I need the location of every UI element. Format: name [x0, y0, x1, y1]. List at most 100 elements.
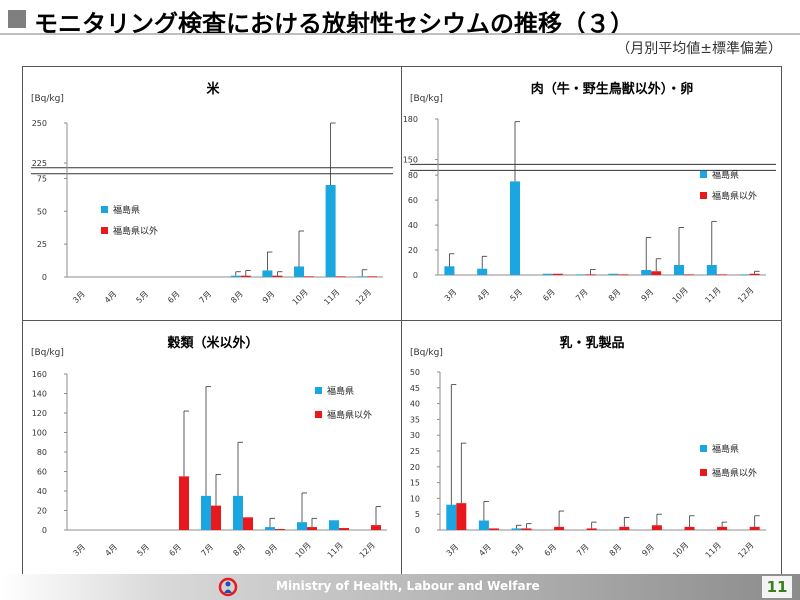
- grid-divider-vertical: [401, 67, 402, 575]
- y-axis-unit-label: [Bq/kg]: [31, 348, 64, 358]
- x-tick-label: 4月: [103, 289, 119, 305]
- bar: [478, 520, 489, 530]
- y-tick-label: 20: [37, 507, 47, 516]
- bar: [510, 181, 520, 275]
- legend-swatch: [315, 411, 322, 418]
- bar: [179, 476, 189, 530]
- legend-label: 福島県以外: [327, 409, 372, 421]
- x-tick-label: 6月: [166, 289, 182, 305]
- page-number: 11: [762, 576, 792, 598]
- bar: [325, 185, 336, 277]
- x-tick-label: 4月: [477, 542, 493, 558]
- y-tick-label: 50: [37, 207, 47, 216]
- legend-label: 福島県: [712, 169, 739, 181]
- x-tick-label: 5月: [134, 289, 150, 305]
- chart-title: 米: [206, 81, 220, 97]
- legend-swatch: [700, 445, 707, 452]
- x-tick-label: 10月: [294, 541, 313, 560]
- legend-label: 福島県: [712, 443, 739, 455]
- legend-swatch: [101, 206, 108, 213]
- bar: [717, 526, 728, 530]
- chart-rice: 米 [Bq/kg] 0 25 50 75 225 250 3月 4月 5月 6月 7月 8月 9月 10月 11…: [31, 81, 393, 307]
- ministry-logo-icon: [218, 577, 238, 597]
- x-tick-label: 11月: [704, 541, 723, 560]
- bar: [477, 268, 488, 275]
- x-tick-label: 5月: [135, 542, 151, 558]
- x-tick-label: 6月: [543, 542, 559, 558]
- bar: [307, 527, 317, 530]
- y-tick-label: 100: [32, 429, 47, 438]
- legend-label: 福島県: [327, 385, 354, 397]
- slide-subtitle: （月別平均値±標準偏差）: [616, 41, 782, 57]
- x-tick-label: 6月: [541, 287, 557, 303]
- x-tick-label: 12月: [358, 541, 377, 560]
- x-tick-label: 3月: [443, 287, 459, 303]
- ministry-name: Ministry of Health, Labour and Welfare: [276, 579, 540, 593]
- legend-label: 福島県以外: [712, 190, 757, 202]
- y-tick-label: 225: [32, 159, 47, 168]
- x-tick-label: 12月: [354, 288, 373, 307]
- y-tick-label: 40: [408, 221, 418, 230]
- bar: [749, 273, 760, 275]
- y-tick-label: 0: [415, 526, 420, 535]
- y-tick-label: 0: [42, 526, 47, 535]
- x-tick-label: 5月: [510, 542, 526, 558]
- y-tick-label: 40: [410, 400, 420, 409]
- bar: [521, 528, 532, 530]
- bar: [265, 527, 275, 530]
- bar: [641, 270, 652, 275]
- bar: [542, 273, 553, 275]
- bar: [262, 270, 273, 277]
- bar: [371, 525, 381, 530]
- bar: [272, 275, 283, 277]
- x-tick-label: 7月: [574, 287, 590, 303]
- x-tick-label: 10月: [671, 286, 690, 305]
- bar: [552, 273, 563, 275]
- bar: [684, 526, 695, 530]
- chart-grid: 米 [Bq/kg] 0 25 50 75 225 250 3月 4月 5月 6月 7月 8月 9月 10月 11…: [22, 66, 782, 576]
- y-tick-label: 250: [32, 119, 47, 128]
- y-tick-label: 120: [32, 409, 47, 418]
- title-bullet-square: [8, 10, 26, 28]
- bar: [585, 274, 596, 276]
- x-tick-label: 11月: [703, 286, 722, 305]
- x-tick-label: 9月: [640, 287, 656, 303]
- chart-title: 乳・乳製品: [559, 335, 624, 351]
- chart-grains: 穀類（米以外） [Bq/kg] 0 20 40 60 80 100 120 140 160 3月 4月 5…: [31, 335, 387, 560]
- legend-swatch: [700, 469, 707, 476]
- bar: [297, 522, 307, 530]
- bar: [367, 276, 378, 278]
- chart-meat-egg: 肉（牛・野生鳥獣以外）・卵 [Bq/kg] 0 20 40 60 80 150 180 3月 4月 5…: [403, 81, 776, 305]
- bar: [488, 528, 499, 530]
- bar: [554, 526, 565, 530]
- bar: [716, 274, 727, 276]
- x-tick-label: 10月: [291, 288, 310, 307]
- x-tick-label: 3月: [71, 289, 87, 305]
- x-tick-label: 4月: [476, 287, 492, 303]
- x-tick-label: 4月: [103, 542, 119, 558]
- y-tick-label: 0: [42, 273, 47, 282]
- y-tick-label: 0: [413, 271, 418, 280]
- bar: [706, 265, 717, 275]
- bar: [608, 273, 619, 275]
- x-tick-label: 8月: [607, 287, 623, 303]
- chart-title: 肉（牛・野生鳥獣以外）・卵: [531, 81, 694, 97]
- legend-swatch: [315, 387, 322, 394]
- bar: [233, 495, 243, 530]
- y-tick-label: 75: [37, 174, 47, 183]
- bar: [294, 266, 304, 277]
- chart-panel-dairy: 乳・乳製品 [Bq/kg] 0 5 10 15 20 25 30 35 40 45 50 3月 4月 5月 6月…: [402, 321, 780, 574]
- x-tick-label: 8月: [608, 542, 624, 558]
- legend-label: 福島県以外: [712, 467, 757, 479]
- bar: [511, 528, 522, 530]
- x-tick-label: 12月: [736, 286, 755, 305]
- y-tick-label: 140: [32, 390, 47, 399]
- y-tick-label: 30: [410, 431, 420, 440]
- bar: [444, 266, 455, 275]
- y-tick-label: 80: [408, 171, 418, 180]
- bar: [329, 520, 339, 530]
- chart-title: 穀類（米以外）: [166, 335, 258, 351]
- x-tick-label: 7月: [199, 542, 215, 558]
- chart-panel-rice: 米 [Bq/kg] 0 25 50 75 225 250 3月 4月 5月 6月 7月 8月 9月 10月 11…: [23, 67, 401, 320]
- legend-label: 福島県: [113, 204, 140, 216]
